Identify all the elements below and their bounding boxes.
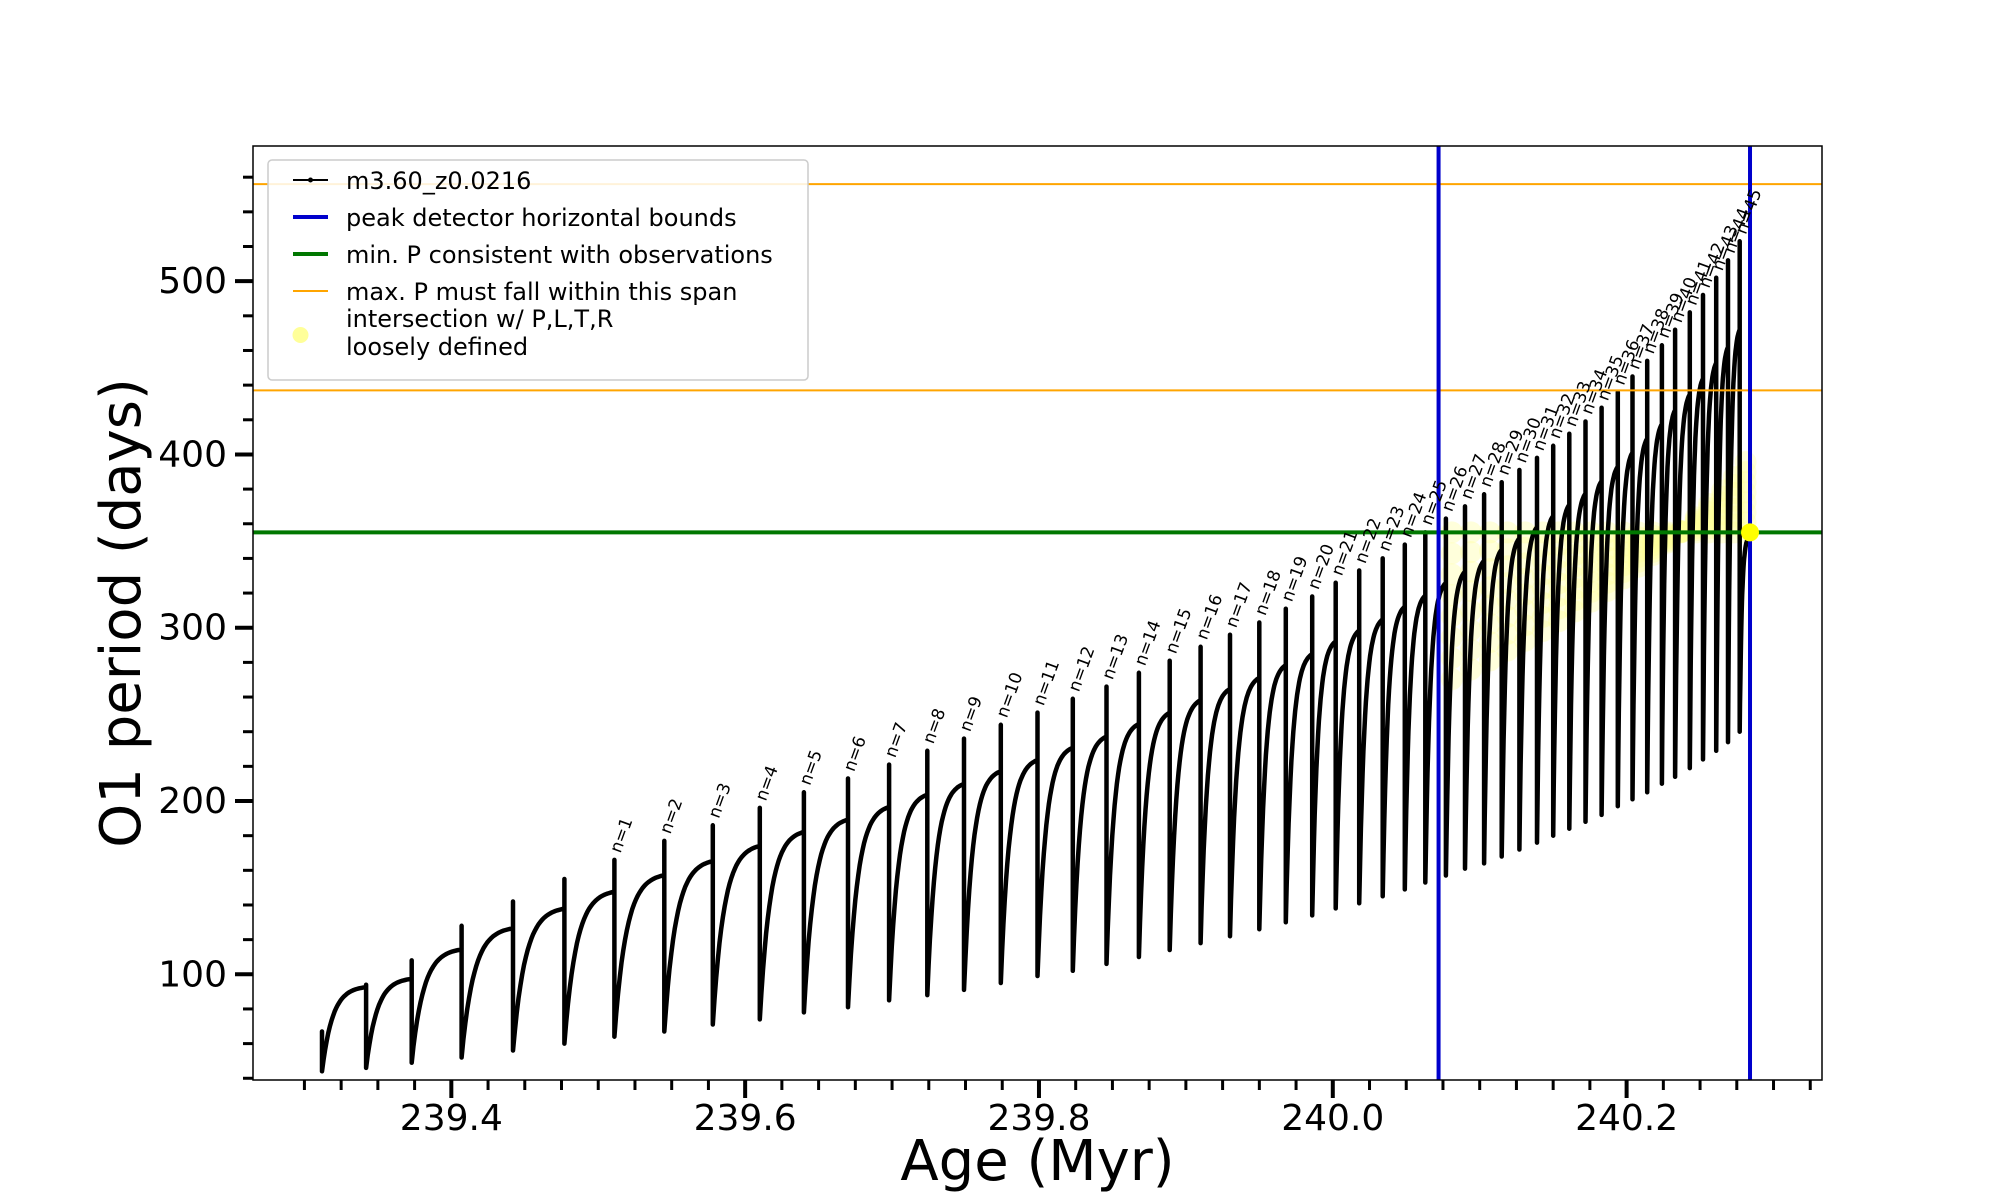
cycle-label-n=1: n=1 [606, 815, 637, 856]
legend-label: intersection w/ P,L,T,R [346, 305, 613, 333]
legend-label: min. P consistent with observations [346, 241, 773, 269]
intersection-point [1741, 523, 1760, 542]
cycle-labels: n=1 n=2 n=3 n=4 n=5 n=6 n=7 n=8 n=9 n=10 n=11 n=12n… [606, 186, 1766, 855]
cycle-label-n=15: n=15 [1162, 606, 1197, 657]
cycle-label-n=6: n=6 [840, 734, 871, 775]
x-axis-label: Age (Myr) [900, 1129, 1174, 1194]
cycle-label-n=14: n=14 [1131, 618, 1166, 669]
cycle-label-n=3: n=3 [705, 780, 736, 821]
cycle-label-n=2: n=2 [656, 796, 687, 837]
cycle-label-n=8: n=8 [919, 706, 950, 747]
y-tick-label: 500 [158, 261, 227, 302]
x-tick-label: 240.0 [1281, 1098, 1384, 1139]
cycle-label-n=7: n=7 [881, 720, 912, 761]
x-tick-label: 240.2 [1575, 1098, 1678, 1139]
cycle-label-n=4: n=4 [752, 763, 783, 804]
model-track [319, 239, 1751, 1074]
legend-label-line2: loosely defined [346, 333, 528, 361]
legend-swatch-marker [308, 177, 313, 183]
y-axis-label: O1 period (days) [89, 378, 154, 848]
y-tick-label: 100 [158, 954, 227, 995]
axes: 239.4 239.6 239.8 240.0 240.2 100 200 300 400 500 [158, 145, 1823, 1139]
legend-label: peak detector horizontal bounds [346, 204, 737, 232]
track-line [319, 239, 1751, 1074]
x-tick-label: 239.8 [987, 1098, 1090, 1139]
y-tick-label: 200 [158, 781, 227, 822]
cycle-label-n=10: n=10 [993, 670, 1028, 721]
cycle-label-n=13: n=13 [1098, 632, 1133, 683]
legend-swatch-marker [292, 327, 309, 343]
x-tick-label: 239.4 [400, 1098, 503, 1139]
cycle-label-n=17: n=17 [1222, 580, 1257, 631]
y-tick-label: 300 [158, 608, 227, 649]
cycle-label-n=12: n=12 [1065, 644, 1100, 695]
cycle-label-n=5: n=5 [796, 747, 827, 788]
cycle-label-n=11: n=11 [1029, 658, 1064, 709]
y-tick-label: 400 [158, 434, 227, 475]
legend-box [267, 159, 809, 381]
legend-label: max. P must fall within this span [346, 278, 737, 306]
cycle-label-n=9: n=9 [956, 694, 987, 735]
x-tick-label: 239.6 [694, 1098, 797, 1139]
cycle-label-n=16: n=16 [1193, 592, 1228, 643]
legend-label: m3.60_z0.0216 [346, 167, 531, 195]
